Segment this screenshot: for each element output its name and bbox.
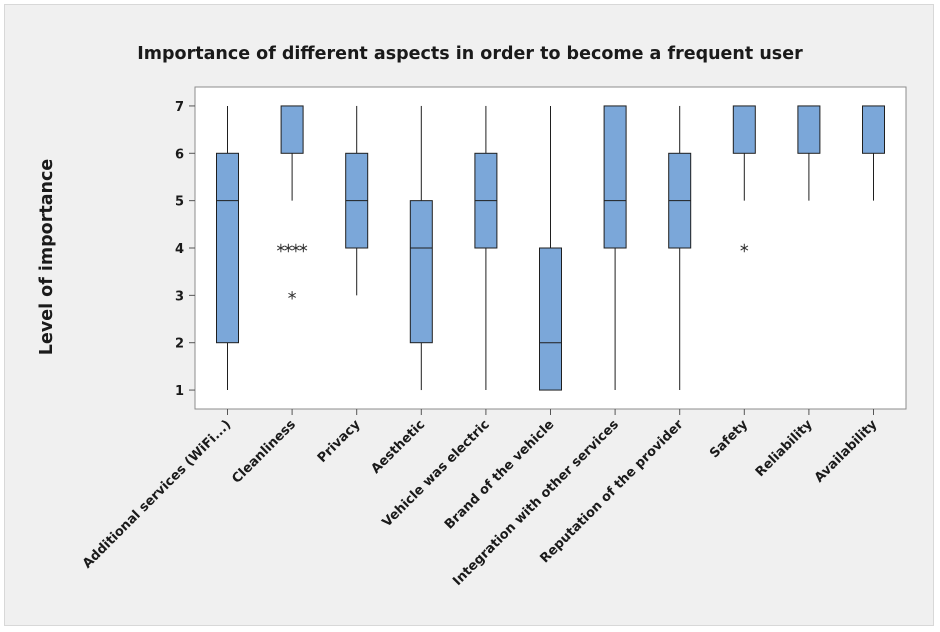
box — [797, 105, 821, 154]
x-category-label: Reputation of the provider — [537, 417, 686, 566]
outlier-point — [288, 291, 297, 300]
y-axis-label: Level of importance — [37, 159, 57, 356]
x-category-label: Brand of the vehicle — [442, 417, 557, 532]
y-tick-label: 6 — [175, 147, 184, 162]
box — [732, 105, 756, 154]
x-category-label: Availability — [812, 417, 881, 486]
outlier-point — [276, 243, 285, 253]
box — [409, 200, 433, 344]
y-tick-label: 3 — [175, 289, 184, 304]
box — [603, 105, 627, 249]
y-tick-label: 5 — [175, 195, 184, 210]
outlier-point — [284, 243, 293, 253]
chart-title: Importance of different aspects in order… — [137, 44, 803, 64]
x-category-label: Aesthetic — [369, 417, 429, 477]
outlier-point — [740, 243, 749, 253]
box — [216, 152, 239, 344]
x-category-label: Cleanliness — [229, 417, 299, 487]
x-category-label: Privacy — [315, 417, 364, 466]
x-category-label: Vehicle was electric — [380, 417, 493, 530]
outlier-point — [299, 243, 308, 253]
y-tick-label: 2 — [175, 337, 184, 352]
box — [280, 105, 304, 154]
x-category-label: Safety — [707, 417, 751, 461]
y-tick-label: 7 — [175, 100, 184, 115]
x-category-label: Reliability — [753, 417, 816, 480]
y-tick-label: 4 — [175, 242, 184, 257]
outlier-point — [291, 243, 300, 253]
y-tick-label: 1 — [175, 384, 184, 399]
box — [539, 247, 562, 391]
box — [862, 105, 885, 154]
x-category-label: Additional services (WiFi...) — [80, 417, 234, 571]
